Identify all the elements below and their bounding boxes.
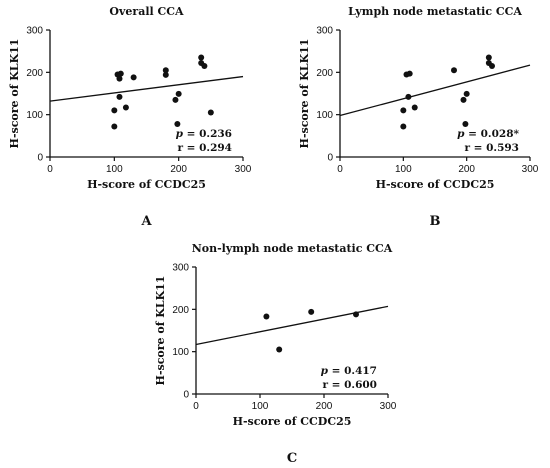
y-axis-label: H-score of KLK11 xyxy=(154,276,167,386)
scatter-point xyxy=(400,123,407,130)
scatter-point xyxy=(116,75,123,82)
y-tick-label: 200 xyxy=(172,305,189,316)
regression-line xyxy=(339,64,531,117)
x-tick-label: 200 xyxy=(458,164,475,175)
x-tick-label: 200 xyxy=(316,401,333,412)
y-tick-label: 300 xyxy=(26,26,43,37)
regression-line xyxy=(49,75,244,102)
x-tick-label: 0 xyxy=(193,401,199,412)
p-value-annotation: p = 0.028* xyxy=(457,128,519,140)
x-axis-label: H-score of CCDC25 xyxy=(376,178,495,191)
y-tick-label: 100 xyxy=(316,110,333,121)
scatter-point xyxy=(489,62,495,69)
x-axis-label: H-score of CCDC25 xyxy=(233,415,352,428)
y-tick-label: 300 xyxy=(316,26,333,37)
scatter-point xyxy=(485,54,492,61)
scatter-point xyxy=(117,70,124,77)
panel-b-lymph-node-metastatic: Lymph node metastatic CCA 0 100 200 300 0 100 2… xyxy=(298,5,539,229)
scatter-point xyxy=(116,93,123,100)
x-tick-label: 100 xyxy=(395,164,412,175)
y-tick-label: 200 xyxy=(26,68,43,79)
x-tick-label: 100 xyxy=(106,164,123,175)
scatter-point xyxy=(308,308,315,315)
y-tick-label: 100 xyxy=(26,110,43,121)
scatter-point xyxy=(405,93,412,100)
scatter-point xyxy=(451,67,457,74)
scatter-point xyxy=(460,96,467,103)
panel-label: A xyxy=(140,214,152,229)
r-value-annotation: r = 0.600 xyxy=(322,379,377,391)
panel-label: C xyxy=(287,451,297,466)
scatter-point xyxy=(172,96,179,103)
scatter-point xyxy=(406,70,413,77)
x-tick-label: 100 xyxy=(252,401,269,412)
scatter-point xyxy=(122,104,129,111)
scatter-point xyxy=(276,346,283,353)
scatter-point xyxy=(174,120,181,127)
scatter-point xyxy=(162,71,169,78)
scatter-point xyxy=(462,120,469,127)
y-axis-label: H-score of KLK11 xyxy=(8,39,21,149)
y-tick-label: 0 xyxy=(183,390,189,401)
y-tick-label: 0 xyxy=(327,153,333,164)
r-value-annotation: r = 0.593 xyxy=(464,142,519,154)
scatter-point xyxy=(201,62,208,69)
scatter-point xyxy=(263,313,270,320)
panel-label: B xyxy=(430,214,441,229)
scatter-point xyxy=(411,104,418,111)
scatter-point xyxy=(400,107,407,114)
x-tick-label: 300 xyxy=(522,164,539,175)
x-tick-label: 200 xyxy=(170,164,187,175)
scatter-point xyxy=(111,123,118,130)
y-tick-label: 300 xyxy=(172,263,189,274)
scatter-point xyxy=(130,74,137,81)
x-tick-label: 300 xyxy=(380,401,397,412)
x-tick-label: 0 xyxy=(47,164,53,175)
y-axis-label: H-score of KLK11 xyxy=(298,39,311,149)
chart-title: Non-lymph node metastatic CCA xyxy=(192,242,393,255)
regression-line xyxy=(195,305,389,346)
scatter-point xyxy=(207,109,214,116)
chart-title: Overall CCA xyxy=(109,5,184,18)
y-tick-label: 200 xyxy=(316,68,333,79)
scatter-point xyxy=(353,311,359,318)
scatter-point xyxy=(162,67,169,74)
panel-a-overall-cca: Overall CCA 0 100 200 300 0 100 200 300 H-score o… xyxy=(8,5,252,229)
x-axis-label: H-score of CCDC25 xyxy=(87,178,206,191)
chart-title: Lymph node metastatic CCA xyxy=(348,5,522,18)
scatter-point xyxy=(198,54,205,61)
x-tick-label: 0 xyxy=(337,164,343,175)
x-tick-label: 300 xyxy=(235,164,252,175)
scatter-point xyxy=(463,90,470,97)
scatter-point xyxy=(111,107,118,114)
panel-c-non-lymph-node-metastatic: Non-lymph node metastatic CCA 0 100 200 300 0… xyxy=(154,242,397,466)
p-value-annotation: p = 0.236 xyxy=(176,128,232,140)
y-tick-label: 0 xyxy=(37,153,43,164)
r-value-annotation: r = 0.294 xyxy=(177,142,232,154)
y-tick-label: 100 xyxy=(172,347,189,358)
p-value-annotation: p = 0.417 xyxy=(321,365,377,377)
scatter-point xyxy=(175,90,182,97)
